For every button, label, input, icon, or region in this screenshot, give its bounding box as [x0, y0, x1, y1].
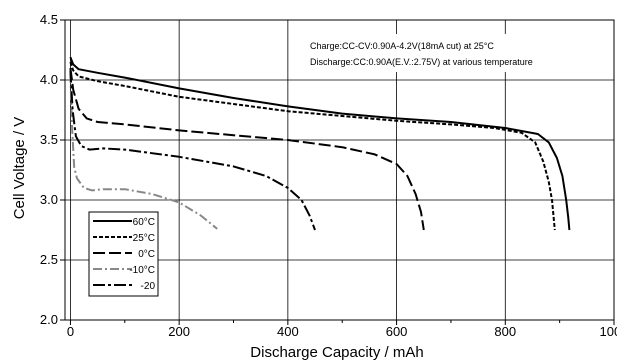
series-line: [69, 61, 556, 231]
y-tick-label: 4.0: [40, 72, 58, 87]
x-tick-label: 600: [386, 324, 408, 339]
y-tick-label: 3.0: [40, 192, 58, 207]
y-tick-label: 4.5: [40, 12, 58, 27]
x-axis-title: Discharge Capacity / mAh: [250, 344, 423, 361]
series-line: [69, 56, 571, 231]
series-lines: [69, 56, 571, 231]
x-tick-label: 0: [67, 324, 74, 339]
series-line: [69, 67, 425, 231]
plot-frame: [64, 19, 615, 321]
axis-ticks: 0 200 400 600 800 1000 2.0 2.5 3.0 3.5 4.0 4.5: [40, 12, 617, 339]
discharge-annotation: Discharge:CC:0.90A(E.V.:2.75V) at variou…: [310, 57, 533, 67]
x-tick-label: 1000: [600, 324, 617, 339]
series-line: [69, 73, 218, 230]
series-line: [69, 70, 316, 231]
y-tick-label: 3.5: [40, 132, 58, 147]
y-tick-label: 2.5: [40, 252, 58, 267]
legend-items: 60°C 25°C 0°C -10°C -20: [93, 217, 155, 292]
y-axis-title: Cell Voltage / V: [11, 117, 28, 220]
legend: 60°C 25°C 0°C -10°C -20: [88, 211, 159, 297]
annotation-box: [304, 34, 598, 72]
legend-label: 60°C: [133, 217, 155, 228]
x-tick-label: 400: [277, 324, 299, 339]
legend-label: -20: [141, 281, 156, 292]
x-tick-label: 200: [168, 324, 190, 339]
x-tick-label: 800: [494, 324, 516, 339]
y-tick-label: 2.0: [40, 312, 58, 327]
legend-label: 25°C: [133, 233, 155, 244]
legend-label: 0°C: [138, 249, 155, 260]
charge-annotation: Charge:CC-CV:0.90A-4.2V(18mA cut) at 25°…: [310, 41, 494, 51]
legend-label: -10°C: [129, 265, 155, 276]
